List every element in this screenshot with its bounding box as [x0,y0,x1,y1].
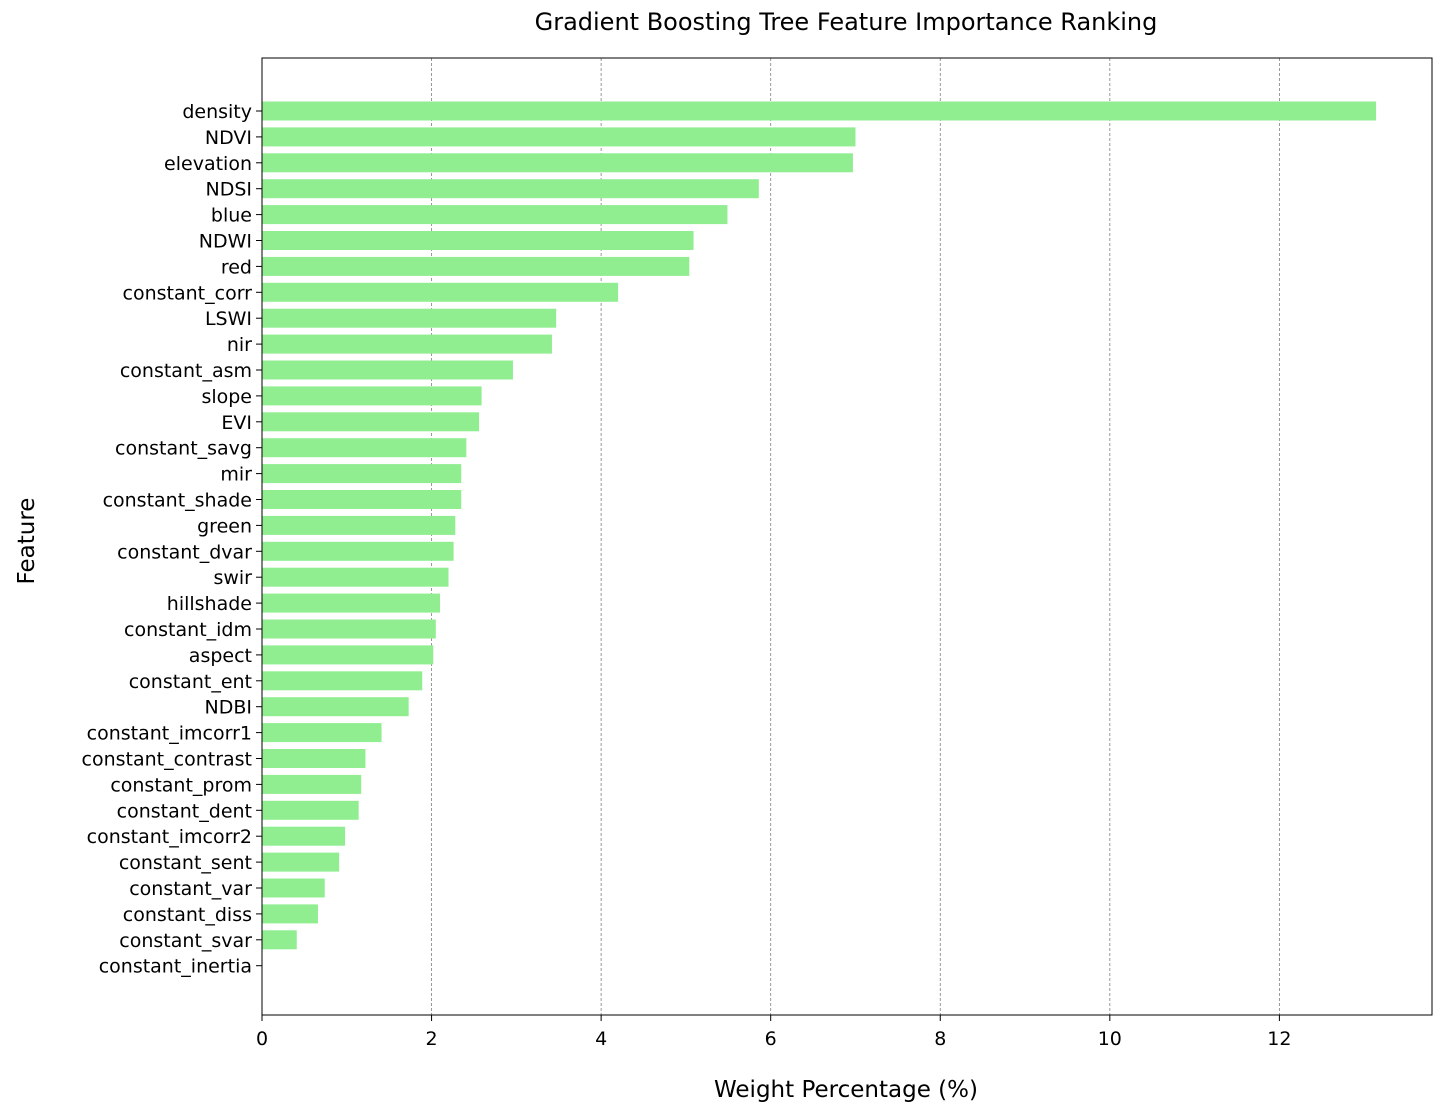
y-tick-label: constant_contrast [82,749,252,771]
y-tick-label: constant_dent [117,800,252,822]
bar-NDVI [262,127,856,147]
bar-EVI [262,412,480,432]
x-tick-label: 0 [256,1028,268,1050]
y-tick-label: constant_inertia [99,956,252,978]
x-tick-label: 2 [426,1028,438,1050]
y-tick-label: constant_asm [120,360,252,382]
y-tick-label: NDBI [205,697,252,719]
plot-frame [261,57,1433,1016]
bar-slope [262,386,482,406]
x-tick-label: 6 [765,1028,777,1050]
bar-constant_asm [262,360,513,380]
y-tick-label: hillshade [167,593,252,615]
bar-constant_savg [262,438,467,458]
bar-constant_dent [262,800,359,820]
bar-red [262,256,690,276]
y-tick-label: constant_imcorr2 [87,826,252,848]
bar-mir [262,464,462,484]
bar-constant_sent [262,852,340,872]
x-tick-label: 8 [934,1028,946,1050]
bar-constant_svar [262,930,297,950]
y-tick-label: density [182,101,252,123]
y-tick-label: constant_idm [124,619,252,641]
y-tick-label: mir [220,464,252,486]
y-tick-label: constant_diss [123,904,252,926]
bar-nir [262,334,552,354]
bar-constant_dvar [262,541,454,561]
bar-constant_contrast [262,749,366,768]
bar-constant_shade [262,490,462,509]
y-tick-label: EVI [221,412,252,434]
bars [262,101,1377,950]
bar-density [262,101,1377,121]
y-tick-label: NDVI [205,127,252,149]
bar-hillshade [262,593,441,613]
bar-NDWI [262,231,694,250]
y-tick-label: aspect [189,645,252,667]
bar-constant_corr [262,282,619,302]
y-tick-label: constant_sent [119,852,252,874]
bar-aspect [262,645,434,665]
x-axis-ticks: 0 2 4 6 8 10 12 [256,1015,1291,1050]
y-tick-label: constant_var [129,878,252,900]
bar-constant_imcorr2 [262,826,346,846]
y-tick-label: NDWI [199,231,252,253]
x-tick-label: 12 [1267,1028,1291,1050]
bar-NDSI [262,179,759,199]
y-tick-label: constant_ent [129,671,252,693]
chart-title: Gradient Boosting Tree Feature Importanc… [535,8,1158,36]
y-tick-label: constant_shade [103,490,252,512]
bar-constant_imcorr1 [262,723,382,743]
y-tick-label: blue [211,205,252,227]
x-tick-label: 4 [595,1028,607,1050]
y-tick-label: constant_imcorr1 [87,723,252,745]
grid-lines [431,58,1280,1015]
y-tick-label: constant_savg [115,438,252,460]
y-tick-label: constant_prom [110,774,252,796]
bar-NDBI [262,697,409,717]
y-tick-label: elevation [164,153,252,175]
bar-blue [262,205,728,225]
bar-swir [262,567,449,587]
y-axis-ticks: density NDVI elevation NDSI blue NDWI red const… [82,101,262,978]
y-tick-label: LSWI [205,308,252,330]
y-tick-label: green [197,515,252,537]
bar-constant_prom [262,774,362,794]
bar-constant_idm [262,619,436,639]
bar-constant_var [262,878,325,898]
y-tick-label: red [221,256,252,278]
x-axis-label: Weight Percentage (%) [714,1077,978,1103]
y-tick-label: constant_dvar [117,541,252,563]
y-axis-label: Feature [14,498,40,585]
y-tick-label: constant_svar [119,930,252,952]
y-tick-label: slope [201,386,252,408]
x-tick-label: 10 [1098,1028,1122,1050]
bar-green [262,515,456,535]
y-tick-label: NDSI [205,179,252,201]
y-tick-label: constant_corr [123,282,253,304]
bar-constant_ent [262,671,423,691]
y-tick-label: nir [227,334,252,356]
y-tick-label: swir [213,567,252,589]
bar-constant_diss [262,904,318,924]
bar-elevation [262,153,853,173]
bar-LSWI [262,308,557,328]
